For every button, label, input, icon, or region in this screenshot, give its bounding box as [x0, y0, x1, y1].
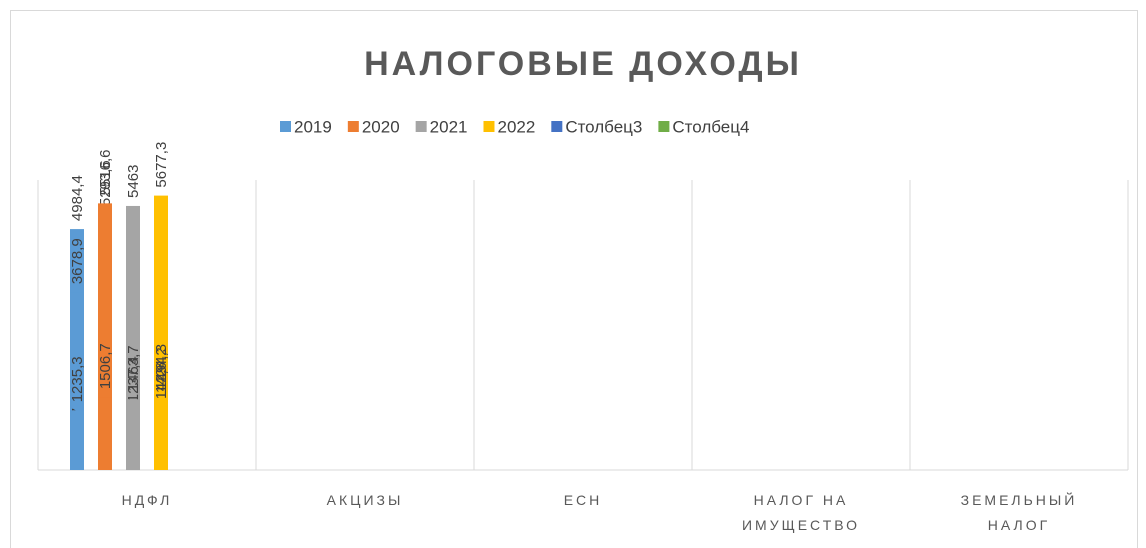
- data-label: 5677,3: [153, 142, 170, 188]
- legend-swatch: [415, 121, 427, 132]
- x-tick-label: ИМУЩЕСТВО: [742, 517, 860, 533]
- data-label: 4984,4: [69, 175, 86, 221]
- legend-label: 2022: [497, 117, 535, 136]
- legend-swatch: [483, 121, 495, 132]
- data-label: 5516,6: [97, 149, 114, 195]
- chart-title: НАЛОГОВЫЕ ДОХОДЫ: [364, 45, 802, 83]
- data-label: 1463,7: [125, 345, 142, 391]
- legend-swatch: [658, 121, 670, 132]
- data-label: 1142,6: [153, 362, 170, 407]
- x-tick-label: НАЛОГ: [988, 517, 1050, 533]
- x-tick-label: НДФЛ: [122, 492, 173, 508]
- legend-swatch: [551, 121, 563, 132]
- data-label: 1235,3: [69, 356, 86, 402]
- legend-label: Столбец3: [565, 117, 642, 136]
- data-label: 1424,2: [153, 347, 170, 393]
- bar: [98, 397, 112, 470]
- data-label: 1494,3: [153, 344, 170, 390]
- data-label: 5463: [125, 165, 142, 198]
- data-label: 3678,9: [69, 238, 86, 284]
- chart-border: [10, 10, 1138, 548]
- bar: [70, 410, 84, 470]
- x-tick-label: ЗЕМЕЛЬНЫЙ: [961, 491, 1078, 508]
- data-label: 5293,6: [97, 160, 114, 206]
- legend-label: 2021: [430, 117, 468, 136]
- legend-label: 2019: [294, 117, 332, 136]
- bar: [154, 397, 168, 470]
- data-label: 1237,4: [125, 356, 142, 402]
- legend-swatch: [347, 121, 359, 132]
- legend-label: Столбец4: [672, 117, 749, 136]
- data-label: 1506,7: [97, 343, 114, 389]
- bar: [126, 399, 140, 470]
- x-tick-label: АКЦИЗЫ: [327, 492, 404, 508]
- legend-label: 2020: [362, 117, 400, 136]
- x-tick-label: НАЛОГ НА: [754, 492, 849, 508]
- x-tick-label: ЕСН: [564, 492, 603, 508]
- legend-swatch: [280, 121, 291, 132]
